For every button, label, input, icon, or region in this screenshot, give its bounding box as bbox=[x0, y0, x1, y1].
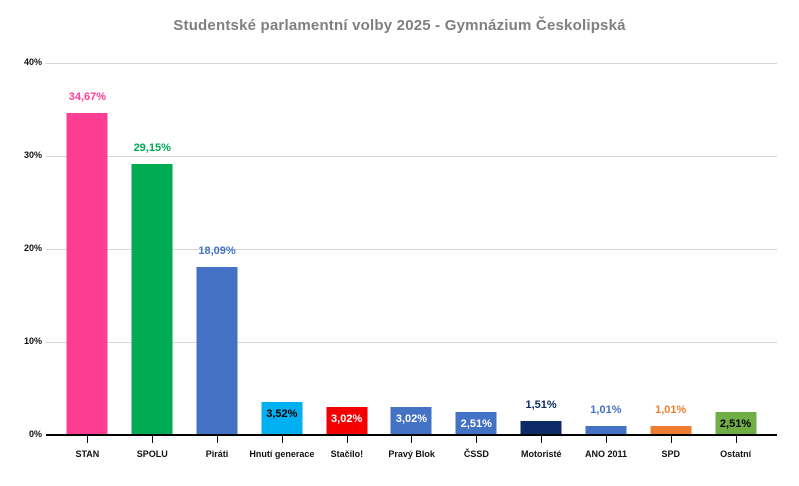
value-label: 1,01% bbox=[655, 403, 687, 416]
x-tick-slot bbox=[444, 436, 509, 443]
bar bbox=[326, 406, 368, 435]
value-label: 3,02% bbox=[331, 412, 363, 425]
bar-slot: 2,51% bbox=[444, 63, 509, 435]
bars-group: 34,67% 29,15% 18,09% 3,52% 3,02% 3,02% 2,51% 1,… bbox=[55, 63, 768, 435]
y-axis: 0% 10% 20% 30% 40% bbox=[0, 57, 42, 439]
bar-slot: 3,02% bbox=[314, 63, 379, 435]
x-tick-slot bbox=[120, 436, 185, 443]
x-axis-label: SPD bbox=[661, 449, 681, 459]
bar bbox=[66, 112, 108, 435]
x-tick-slot bbox=[55, 436, 120, 443]
x-axis-label: Stačilo! bbox=[330, 449, 364, 459]
x-tick bbox=[476, 436, 478, 443]
x-tick-slot bbox=[314, 436, 379, 443]
value-label: 1,01% bbox=[590, 403, 622, 416]
x-tick bbox=[281, 436, 283, 443]
x-axis-line bbox=[46, 434, 777, 436]
bar bbox=[715, 411, 757, 435]
value-label: 34,67% bbox=[68, 90, 107, 103]
x-ticks-group bbox=[55, 436, 768, 443]
x-tick bbox=[152, 436, 154, 443]
bar bbox=[390, 406, 432, 435]
x-tick bbox=[735, 436, 737, 443]
bar-slot: 29,15% bbox=[120, 63, 185, 435]
x-tick-slot bbox=[638, 436, 703, 443]
x-tick bbox=[346, 436, 348, 443]
bar bbox=[261, 402, 303, 435]
gridline bbox=[46, 342, 777, 343]
bar bbox=[131, 163, 173, 435]
value-label: 2,51% bbox=[719, 417, 752, 430]
y-axis-label: 10% bbox=[23, 336, 42, 346]
x-tick-slot bbox=[509, 436, 574, 443]
x-axis-label: Hnutí generace bbox=[249, 449, 315, 459]
x-tick-slot bbox=[379, 436, 444, 443]
value-label: 3,52% bbox=[266, 408, 298, 421]
x-axis-label: SPOLU bbox=[136, 449, 168, 459]
bar bbox=[196, 266, 238, 435]
x-tick bbox=[541, 436, 543, 443]
x-axis-label: Piráti bbox=[205, 449, 229, 459]
bar-slot: 3,52% bbox=[249, 63, 314, 435]
value-label: 29,15% bbox=[133, 141, 171, 154]
bar bbox=[455, 411, 497, 435]
x-axis-label: Ostatní bbox=[720, 449, 752, 459]
bar-slot: 1,01% bbox=[574, 63, 639, 435]
x-axis-labels: STAN SPOLU Piráti Hnutí generace Stačilo! Pra… bbox=[55, 449, 768, 460]
value-label: 1,51% bbox=[525, 398, 557, 411]
x-tick-slot bbox=[703, 436, 768, 443]
y-axis-label: 40% bbox=[23, 57, 42, 67]
x-tick-slot bbox=[249, 436, 314, 443]
value-label: 2,51% bbox=[460, 417, 492, 430]
x-axis-label: ANO 2011 bbox=[584, 449, 628, 459]
x-axis-label: Pravý Blok bbox=[388, 449, 435, 459]
bar bbox=[520, 420, 562, 435]
chart-title: Studentské parlamentní volby 2025 - Gymn… bbox=[173, 17, 626, 34]
bar-slot: 2,51% bbox=[703, 63, 768, 435]
y-axis-label: 20% bbox=[23, 243, 42, 253]
x-tick bbox=[605, 436, 607, 443]
x-axis-label: ČSSD bbox=[463, 449, 489, 459]
x-axis-label: STAN bbox=[75, 449, 100, 459]
gridline bbox=[46, 249, 777, 250]
bar-slot: 3,02% bbox=[379, 63, 444, 435]
gridline bbox=[46, 63, 777, 64]
value-label: 3,02% bbox=[395, 412, 428, 425]
x-axis-label: Motoristé bbox=[520, 449, 562, 459]
plot-area: 34,67% 29,15% 18,09% 3,52% 3,02% 3,02% 2,51% 1,… bbox=[46, 63, 777, 435]
bar-slot: 18,09% bbox=[185, 63, 250, 435]
x-tick-slot bbox=[185, 436, 250, 443]
x-tick bbox=[411, 436, 413, 443]
x-tick bbox=[670, 436, 672, 443]
y-axis-label: 0% bbox=[28, 429, 42, 439]
bar-slot: 1,01% bbox=[638, 63, 703, 435]
bar-slot: 34,67% bbox=[55, 63, 120, 435]
bar bbox=[585, 425, 627, 435]
x-tick bbox=[217, 436, 219, 443]
x-tick bbox=[87, 436, 89, 443]
y-axis-label: 30% bbox=[23, 150, 42, 160]
value-label: 18,09% bbox=[198, 244, 236, 257]
x-tick-slot bbox=[574, 436, 639, 443]
gridline bbox=[46, 156, 777, 157]
bar bbox=[650, 425, 692, 435]
bar-slot: 1,51% bbox=[509, 63, 574, 435]
